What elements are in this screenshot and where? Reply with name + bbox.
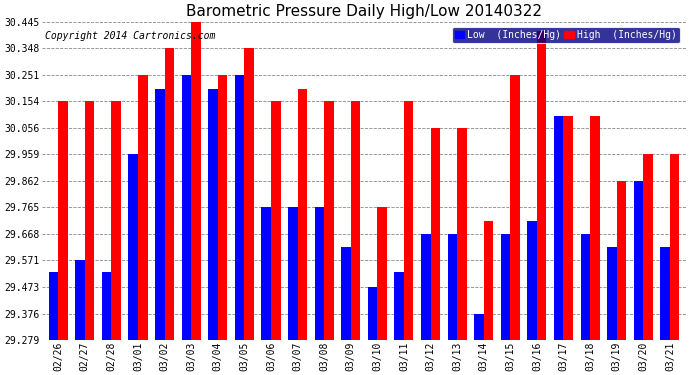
Bar: [164, 48, 174, 340]
Bar: [297, 88, 307, 340]
Bar: [75, 260, 85, 340]
Bar: [288, 207, 297, 340]
Bar: [235, 75, 244, 340]
Bar: [394, 272, 404, 340]
Bar: [111, 101, 121, 340]
Bar: [244, 48, 254, 340]
Bar: [670, 154, 680, 340]
Bar: [368, 287, 377, 340]
Bar: [607, 247, 617, 340]
Bar: [404, 101, 413, 340]
Bar: [315, 207, 324, 340]
Bar: [155, 88, 164, 340]
Bar: [633, 181, 643, 340]
Bar: [448, 234, 457, 340]
Bar: [377, 207, 387, 340]
Bar: [101, 272, 111, 340]
Bar: [501, 234, 511, 340]
Bar: [262, 207, 271, 340]
Bar: [590, 116, 600, 340]
Bar: [527, 221, 537, 340]
Title: Barometric Pressure Daily High/Low 20140322: Barometric Pressure Daily High/Low 20140…: [186, 4, 542, 19]
Bar: [484, 221, 493, 340]
Bar: [48, 272, 58, 340]
Bar: [537, 31, 546, 340]
Text: Copyright 2014 Cartronics.com: Copyright 2014 Cartronics.com: [46, 31, 216, 41]
Bar: [128, 154, 138, 340]
Bar: [208, 88, 218, 340]
Bar: [564, 116, 573, 340]
Bar: [421, 234, 431, 340]
Bar: [580, 234, 590, 340]
Bar: [138, 75, 148, 340]
Bar: [554, 116, 564, 340]
Bar: [660, 247, 670, 340]
Bar: [511, 75, 520, 340]
Bar: [191, 22, 201, 340]
Bar: [617, 181, 627, 340]
Bar: [431, 128, 440, 340]
Bar: [341, 247, 351, 340]
Bar: [58, 101, 68, 340]
Bar: [474, 314, 484, 340]
Bar: [218, 75, 227, 340]
Bar: [457, 128, 466, 340]
Bar: [271, 101, 281, 340]
Bar: [181, 75, 191, 340]
Bar: [85, 101, 95, 340]
Bar: [324, 101, 334, 340]
Bar: [643, 154, 653, 340]
Legend: Low  (Inches/Hg), High  (Inches/Hg): Low (Inches/Hg), High (Inches/Hg): [452, 27, 680, 43]
Bar: [351, 101, 360, 340]
